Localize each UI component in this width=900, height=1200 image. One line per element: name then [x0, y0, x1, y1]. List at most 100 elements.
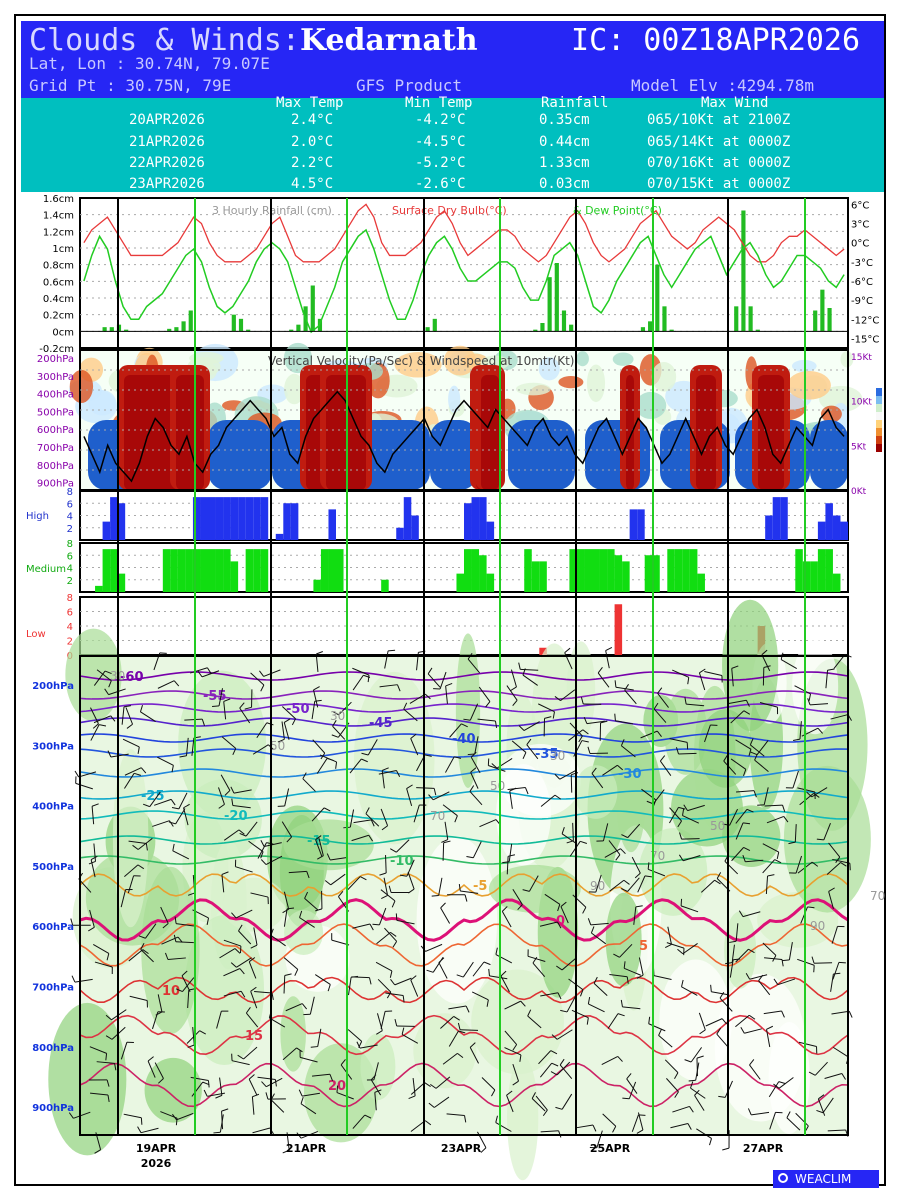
wind-barb-flag [391, 900, 396, 908]
wind-barb-flag [461, 723, 468, 728]
wind-barb-flag [99, 724, 107, 727]
wind-barb [96, 1061, 115, 1064]
wind-barb [394, 977, 412, 986]
wind-barb [669, 807, 679, 824]
row-date: 20APR2026 [129, 112, 205, 128]
wind-barb [347, 977, 352, 996]
wind-barb-flag [709, 1138, 713, 1146]
medium-cloud-bar [584, 549, 592, 592]
vv-rise-core [481, 375, 499, 490]
lat-lon: Lat, Lon : 30.74N, 79.07E [29, 54, 270, 73]
wind-barb [561, 1093, 573, 1110]
wind-barb [252, 1127, 271, 1134]
wind-barb-flag [550, 1050, 558, 1055]
cloud-tick-label: 4 [67, 564, 73, 575]
wind-barb [481, 1077, 496, 1091]
wind-barb-flag [137, 1126, 142, 1133]
wind-barb [223, 939, 242, 947]
wind-barb-flag [164, 952, 169, 960]
wind-barb-flag [665, 943, 672, 949]
wind-barb-flag [370, 819, 375, 827]
cloud-tick-label: 8 [67, 487, 73, 498]
high-cloud-bar [230, 497, 239, 540]
medium-cloud-bar [825, 549, 833, 592]
wind-barb-flag [506, 1090, 513, 1096]
wind-barb-flag [454, 815, 458, 823]
medium-cloud-bar [336, 549, 344, 592]
wind-barb [602, 1113, 617, 1127]
wind-barb-flag [315, 835, 322, 841]
wind-barb [281, 706, 296, 720]
wind-barb-flag [552, 711, 555, 719]
wind-barb-flag [248, 1074, 255, 1080]
wind-barb-flag [501, 906, 508, 912]
wind-barb-flag [647, 862, 650, 870]
medium-cloud-bar [102, 549, 111, 592]
wind-tick-label: 5Kt [851, 442, 867, 452]
high-cloud-bar [223, 497, 231, 540]
profile-pressure-label: 600hPa [32, 922, 74, 933]
wind-barb [128, 949, 144, 962]
wind-barb [253, 927, 258, 946]
wind-barb-flag [746, 808, 754, 813]
wind-barb [438, 962, 448, 979]
isotherm-line [79, 873, 849, 897]
high-cloud-bar [200, 497, 208, 540]
wind-barb [378, 770, 397, 775]
wind-barb [186, 1030, 200, 1044]
rh-shading [416, 836, 498, 1004]
wind-barb-flag [683, 804, 688, 811]
wind-barb [176, 923, 194, 927]
wind-barb [407, 871, 415, 890]
wind-barb-flag [689, 1106, 694, 1113]
wind-barb [690, 1087, 706, 1099]
wind-barb-flag [365, 807, 370, 814]
rain-bar [231, 314, 236, 332]
row-rain: 0.44cm [539, 134, 590, 150]
wind-barb [283, 908, 288, 927]
rh-label: 70 [870, 889, 885, 903]
wind-barb [593, 982, 608, 997]
wind-barb-flag [557, 904, 561, 912]
wind-barb [795, 855, 803, 874]
wind-barb-flag [359, 876, 367, 881]
grid-point: Grid Pt : 30.75N, 79E [29, 76, 232, 95]
medium-cloud-bar [328, 549, 336, 592]
wind-barb-flag [206, 667, 212, 674]
wind-barb [658, 1035, 673, 1048]
wind-barb [351, 834, 369, 842]
isotherm-label: -25 [141, 789, 165, 804]
wind-barb [384, 927, 398, 942]
wind-barb-flag [221, 1108, 229, 1112]
wind-barb [532, 962, 546, 977]
vv-blob [840, 351, 854, 368]
wind-barb-flag [623, 879, 630, 885]
wind-barb-flag [485, 701, 491, 708]
wind-barb-flag [716, 872, 722, 879]
wind-barb [602, 764, 618, 776]
wind-barb-flag [104, 688, 109, 695]
wind-barb-flag [132, 844, 139, 850]
wind-barb [182, 977, 195, 992]
wind-barb [250, 991, 258, 1009]
rh-label: 50 [270, 739, 285, 753]
wind-barb [248, 840, 264, 853]
wind-barb [444, 821, 449, 840]
wind-barb [219, 1077, 223, 1096]
wind-barb [831, 926, 838, 944]
wind-barb [254, 991, 273, 994]
wind-barb-flag [231, 912, 237, 919]
wind-barb [728, 699, 747, 704]
wind-barb [828, 891, 834, 909]
wind-barb-flag [786, 1111, 791, 1118]
wind-barb [831, 1010, 850, 1015]
wind-barb [479, 819, 497, 828]
wind-barb-flag [659, 755, 666, 762]
wind-barb-flag [614, 680, 617, 688]
rh-shading [698, 709, 753, 788]
row-min: -5.2°C [415, 155, 466, 171]
high-cloud-bar [832, 515, 841, 540]
wind-barb [124, 767, 142, 776]
profile-pressure-label: 400hPa [32, 802, 74, 813]
wind-barb-flag [778, 1081, 786, 1085]
